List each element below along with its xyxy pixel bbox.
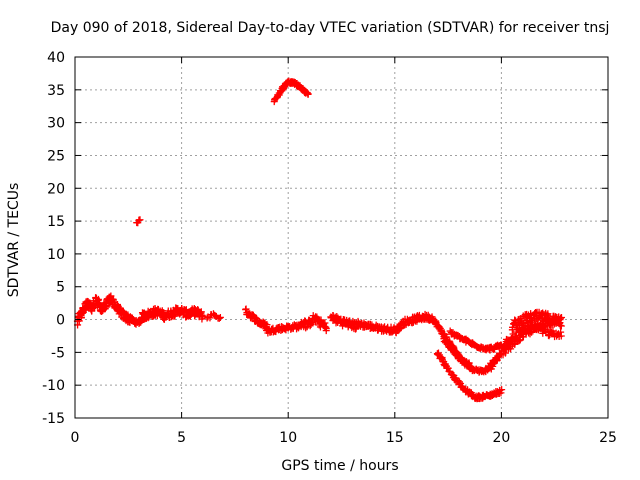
data-point-marker: [497, 389, 505, 397]
data-point-marker: [216, 313, 224, 321]
data-point-marker: [303, 89, 311, 97]
y-tick-label: -5: [51, 345, 65, 361]
data-point-marker: [519, 333, 527, 341]
data-point-marker: [303, 323, 311, 331]
y-tick-label: 0: [56, 313, 65, 329]
x-tick-label: 10: [279, 430, 297, 446]
y-tick-label: 30: [47, 116, 65, 132]
data-point-marker: [321, 319, 329, 327]
data-point-marker: [302, 324, 310, 332]
x-axis-label: GPS time / hours: [281, 458, 398, 474]
x-tick-label: 0: [71, 430, 80, 446]
data-point-marker: [557, 332, 565, 340]
data-point-marker: [545, 332, 553, 340]
data-point-marker: [557, 322, 565, 330]
data-point-marker: [531, 321, 539, 329]
x-tick-label: 20: [492, 430, 510, 446]
y-axis-label: SDTVAR / TECUs: [6, 183, 22, 298]
x-tick-label: 25: [599, 430, 617, 446]
data-point-marker: [544, 326, 552, 334]
y-tick-label: 15: [47, 214, 65, 230]
y-tick-labels: -15 -10 -5 0 5 10 15 20 25 30 35 40: [42, 50, 65, 427]
y-tick-label: 25: [47, 148, 65, 164]
chart-title: Day 090 of 2018, Sidereal Day-to-day VTE…: [51, 20, 610, 36]
plot-frame: [74, 56, 609, 419]
data-point-marker: [498, 386, 506, 394]
data-point-marker: [322, 324, 330, 332]
y-tick-label: 35: [47, 83, 65, 99]
data-point-marker: [206, 314, 214, 322]
data-point-marker: [511, 332, 519, 340]
data-point-marker: [515, 337, 523, 345]
data-point-marker: [121, 309, 129, 317]
data-points: [73, 77, 565, 403]
data-point-marker: [304, 90, 312, 98]
x-tick-labels: 0 5 10 15 20 25: [71, 430, 617, 446]
data-point-marker: [501, 349, 509, 357]
data-point-marker: [263, 321, 271, 329]
y-tick-label: -15: [42, 411, 65, 427]
y-tick-label: 20: [47, 181, 65, 197]
y-tick-label: -10: [42, 378, 65, 394]
x-tick-label: 5: [177, 430, 186, 446]
data-point-marker: [556, 316, 564, 324]
y-tick-label: 5: [56, 280, 65, 296]
data-point-marker: [333, 312, 341, 320]
data-point-marker: [215, 314, 223, 322]
y-tick-label: 10: [47, 247, 65, 263]
data-point-marker: [198, 312, 206, 320]
data-point-marker: [515, 315, 523, 323]
data-point-marker: [544, 310, 552, 318]
x-tick-label: 15: [386, 430, 404, 446]
data-point-marker: [136, 216, 144, 224]
y-tick-label: 40: [47, 50, 65, 66]
